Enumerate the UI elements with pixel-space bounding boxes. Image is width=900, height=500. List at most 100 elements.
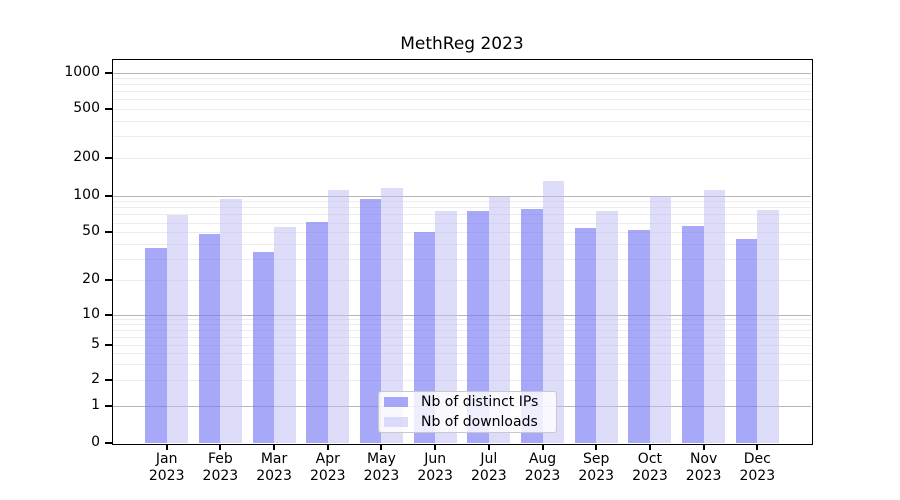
bar-sep-downloads bbox=[596, 211, 618, 443]
bar-oct-downloads bbox=[649, 195, 672, 443]
x-tick-nov bbox=[702, 444, 705, 450]
plot-area: 0 1 2 5 10 20 50 100 200 500 1000 Jan 2023 Feb 2023… bbox=[64, 58, 813, 484]
legend-label-downloads: Nb of downloads bbox=[421, 414, 538, 430]
x-tick-may bbox=[380, 444, 383, 450]
gridline-minor-400 bbox=[113, 120, 811, 122]
legend-swatch-distinct-ips bbox=[384, 397, 408, 407]
legend-item-downloads: Nb of downloads bbox=[379, 412, 556, 432]
x-tick-jun bbox=[434, 444, 437, 450]
gridline-minor-700 bbox=[113, 91, 811, 93]
gridline-minor-70 bbox=[113, 214, 811, 216]
bar-jan-ips bbox=[145, 247, 167, 443]
x-tick-jan bbox=[165, 444, 168, 450]
x-tick-label-sep: Sep 2023 bbox=[578, 451, 615, 485]
x-tick-label-nov: Nov 2023 bbox=[685, 451, 722, 485]
x-tick-label-apr: Apr 2023 bbox=[309, 451, 346, 485]
y-tick-label-200: 200 bbox=[73, 148, 100, 165]
y-tick-50 bbox=[104, 231, 112, 234]
x-tick-label-mar: Mar 2023 bbox=[256, 451, 292, 485]
gridline-minor-6 bbox=[113, 336, 811, 338]
legend-item-distinct-ips: Nb of distinct IPs bbox=[379, 392, 556, 412]
gridline-minor-600 bbox=[113, 99, 811, 101]
bar-jun-downloads bbox=[435, 210, 457, 443]
y-tick-20 bbox=[104, 278, 112, 281]
x-tick-label-jan: Jan 2023 bbox=[148, 451, 185, 485]
x-tick-feb bbox=[219, 444, 222, 450]
y-tick-2 bbox=[104, 379, 112, 382]
legend-swatch-downloads bbox=[384, 417, 408, 427]
gridline-minor-3 bbox=[113, 364, 811, 366]
x-tick-aug bbox=[541, 444, 544, 450]
gridline-minor-20 bbox=[113, 279, 811, 281]
x-tick-label-may: May 2023 bbox=[363, 451, 400, 485]
bar-may-ips bbox=[359, 199, 382, 443]
gridline-minor-200 bbox=[113, 157, 811, 159]
gridline-minor-50 bbox=[113, 232, 811, 234]
legend-label-distinct-ips: Nb of distinct IPs bbox=[421, 394, 539, 410]
gridline-minor-500 bbox=[113, 108, 811, 110]
gridline-minor-5 bbox=[113, 344, 811, 346]
gridline-minor-800 bbox=[113, 84, 811, 86]
gridline-minor-60 bbox=[113, 222, 811, 224]
gridline-minor-7 bbox=[113, 329, 811, 331]
gridline-minor-8 bbox=[113, 324, 811, 326]
bar-feb-downloads bbox=[220, 198, 242, 443]
y-tick-label-5: 5 bbox=[91, 335, 100, 352]
bar-aug-ips bbox=[521, 209, 543, 443]
gridline-minor-9 bbox=[113, 319, 811, 321]
y-tick-0 bbox=[104, 442, 112, 444]
bar-apr-downloads bbox=[327, 190, 350, 443]
x-tick-sep bbox=[595, 444, 598, 450]
gridline-major-1000 bbox=[113, 72, 811, 74]
x-tick-mar bbox=[273, 444, 276, 450]
y-tick-label-100: 100 bbox=[73, 186, 100, 203]
bar-mar-ips bbox=[252, 252, 275, 443]
x-tick-label-feb: Feb 2023 bbox=[202, 451, 239, 485]
y-tick-label-1: 1 bbox=[91, 397, 100, 414]
y-tick-5 bbox=[104, 343, 112, 346]
gridline-minor-40 bbox=[113, 243, 811, 245]
x-tick-apr bbox=[326, 444, 329, 450]
bar-nov-downloads bbox=[703, 190, 726, 443]
gridline-minor-900 bbox=[113, 78, 811, 80]
legend: Nb of distinct IPs Nb of downloads bbox=[378, 391, 557, 433]
y-tick-label-1000: 1000 bbox=[64, 63, 100, 80]
bar-dec-ips bbox=[735, 238, 758, 443]
x-tick-oct bbox=[648, 444, 651, 450]
gridline-minor-2 bbox=[113, 380, 811, 382]
gridline-minor-4 bbox=[113, 353, 811, 355]
y-tick-label-2: 2 bbox=[91, 371, 100, 388]
bar-jan-downloads bbox=[166, 215, 189, 443]
x-tick-label-jun: Jun 2023 bbox=[417, 451, 453, 485]
y-tick-label-10: 10 bbox=[82, 305, 100, 322]
y-tick-label-0: 0 bbox=[91, 434, 100, 451]
y-tick-200 bbox=[104, 156, 112, 159]
bar-dec-downloads bbox=[757, 210, 779, 443]
gridline-minor-80 bbox=[113, 207, 811, 209]
x-tick-label-jul: Jul 2023 bbox=[471, 451, 507, 485]
x-tick-label-aug: Aug 2023 bbox=[524, 451, 561, 485]
bar-jul-downloads bbox=[488, 197, 511, 443]
y-tick-label-500: 500 bbox=[73, 99, 100, 116]
bar-nov-ips bbox=[682, 226, 704, 443]
y-tick-500 bbox=[104, 107, 112, 110]
x-tick-dec bbox=[756, 444, 759, 450]
x-tick-label-oct: Oct 2023 bbox=[632, 451, 668, 485]
bar-aug-downloads bbox=[542, 181, 565, 443]
gridline-major-100 bbox=[113, 195, 811, 197]
x-tick-label-dec: Dec 2023 bbox=[739, 451, 776, 485]
bar-mar-downloads bbox=[274, 227, 296, 443]
bar-jun-ips bbox=[413, 232, 436, 443]
gridline-minor-300 bbox=[113, 136, 811, 138]
bar-feb-ips bbox=[198, 234, 221, 443]
y-tick-10 bbox=[104, 313, 112, 316]
bar-sep-ips bbox=[574, 228, 597, 443]
gridline-major-10 bbox=[113, 314, 811, 316]
y-tick-label-20: 20 bbox=[82, 270, 100, 287]
bar-may-downloads bbox=[381, 187, 403, 443]
gridline-minor-90 bbox=[113, 201, 811, 203]
bar-jul-ips bbox=[467, 211, 489, 443]
gridline-minor-30 bbox=[113, 258, 811, 260]
y-tick-1000 bbox=[104, 71, 112, 74]
